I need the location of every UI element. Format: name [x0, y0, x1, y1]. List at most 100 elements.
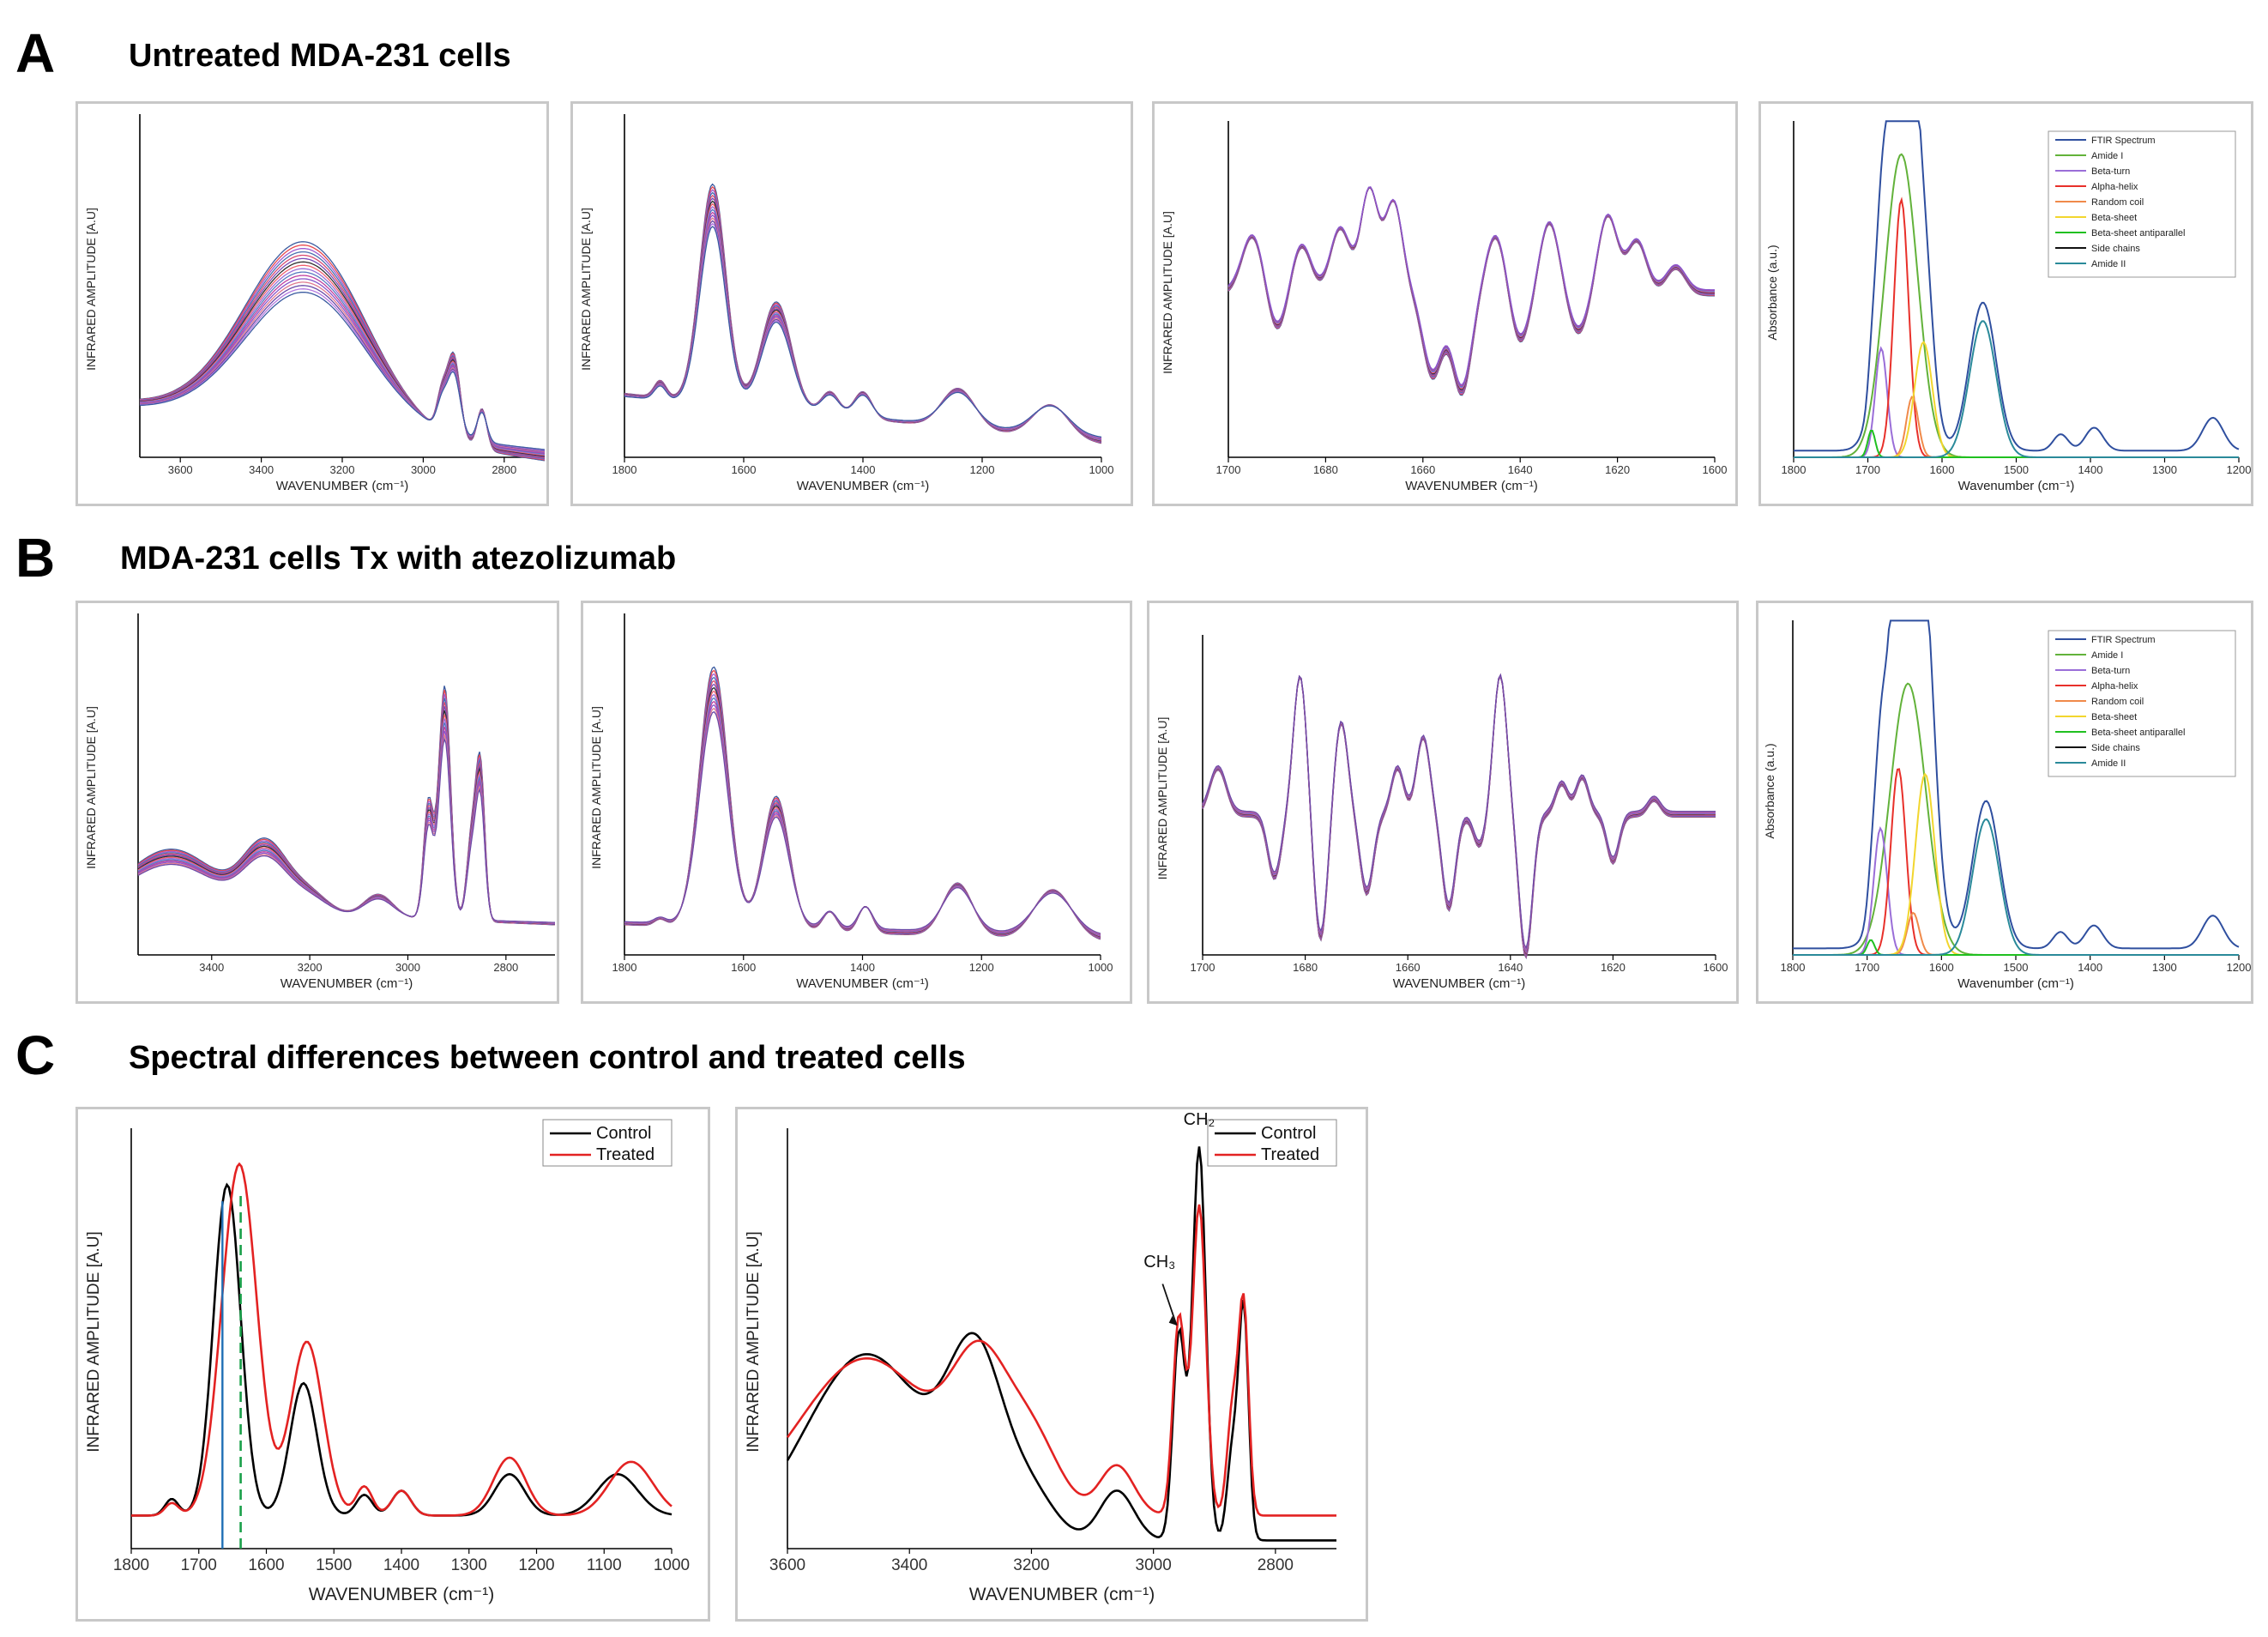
x-tick-label: 1800 [1782, 463, 1807, 476]
x-tick-label: 1100 [587, 1556, 622, 1574]
spectrum-series-4 [137, 698, 556, 925]
band-beta-sheet [1793, 772, 2239, 956]
ch3-annotation: CH₃ [1143, 1253, 1175, 1272]
legend-label: Beta-sheet [2091, 712, 2137, 722]
x-tick-label: 3000 [395, 961, 420, 974]
spectrum-series-6 [624, 683, 1101, 938]
x-tick-label: 1700 [1191, 961, 1215, 974]
spectrum-series-13 [624, 707, 1101, 935]
legend-label: Amide II [2091, 259, 2126, 269]
spectrum-series-16 [624, 226, 1102, 438]
spectrum-series-6 [1227, 186, 1715, 391]
ch2-annotation: CH₂ [1184, 1110, 1215, 1129]
x-tick-label: 3600 [168, 463, 193, 476]
x-tick-label: 1400 [2078, 961, 2102, 974]
y-axis-label: INFRARED AMPLITUDE [A.U] [579, 208, 593, 371]
spectrum-series-1 [624, 666, 1101, 940]
x-axis-label: Wavenumber (cm⁻¹) [1957, 976, 2074, 991]
y-axis-label: Absorbance (a.u.) [1763, 743, 1776, 838]
x-tick-label: 3400 [249, 463, 274, 476]
spectrum-series-6 [137, 706, 556, 925]
section-b-letter: B [15, 527, 56, 589]
spectrum-series-8 [1227, 186, 1715, 390]
legend-label: Beta-sheet antiparallel [2091, 228, 2185, 239]
x-tick-label: 1300 [451, 1556, 487, 1574]
legend-label: Treated [1261, 1145, 1319, 1164]
x-tick-label: 1620 [1605, 463, 1630, 476]
x-tick-label: 3400 [199, 961, 224, 974]
legend-label: Amide I [2091, 151, 2123, 161]
spectrum-series-5 [137, 702, 556, 925]
panel-c2: 3600 3400 3200 3000 2800 WAVENUMBER (cm⁻¹) INF… [735, 1107, 1368, 1622]
spectrum-series-1 [1227, 187, 1715, 396]
panel-a3: 1700 1680 1660 1640 1620 1600 WAVENUMBER (cm⁻¹… [1152, 101, 1738, 506]
y-axis-label: INFRARED AMPLITUDE [A.U] [745, 1231, 763, 1453]
x-tick-label: 1700 [1855, 463, 1880, 476]
x-tick-label: 1600 [1929, 961, 1954, 974]
spectrum-series-2 [1227, 187, 1715, 396]
series-treated [786, 1204, 1336, 1517]
series-control [131, 1182, 673, 1517]
spectrum-series-2 [624, 669, 1101, 939]
spectrum-series-14 [1202, 673, 1716, 950]
band-amide-ii [1793, 818, 2239, 956]
legend-label: Amide II [2091, 758, 2126, 769]
x-tick-label: 1600 [1703, 463, 1728, 476]
legend-label: Beta-turn [2091, 166, 2130, 177]
x-axis-label: WAVENUMBER (cm⁻¹) [1405, 479, 1538, 493]
x-tick-label: 1000 [654, 1556, 690, 1574]
legend-label: Alpha-helix [2091, 681, 2138, 692]
ftir-spectrum-line [1794, 120, 2240, 452]
y-axis-label: INFRARED AMPLITUDE [A.U] [1161, 211, 1174, 374]
x-tick-label: 1200 [2227, 463, 2252, 476]
legend-label: FTIR Spectrum [2091, 635, 2156, 645]
x-tick-label: 1800 [113, 1556, 149, 1574]
spectrum-series-14 [624, 710, 1101, 934]
legend-label: Side chains [2091, 743, 2140, 753]
spectrum-series-5 [624, 680, 1101, 939]
y-axis-label: INFRARED AMPLITUDE [A.U] [85, 1231, 103, 1453]
panel-b3: 1700 1680 1660 1640 1620 1600 WAVENUMBER (cm⁻¹… [1147, 601, 1739, 1004]
x-tick-label: 1600 [1930, 463, 1955, 476]
x-tick-label: 1500 [316, 1556, 352, 1574]
legend-label: Amide I [2091, 650, 2123, 661]
section-c-letter: C [15, 1024, 56, 1086]
spectrum-series-9 [624, 693, 1101, 937]
legend-label: Control [1261, 1124, 1316, 1143]
series-treated [131, 1162, 673, 1517]
x-tick-label: 1640 [1508, 463, 1533, 476]
spectrum-series-1 [1202, 674, 1716, 960]
legend-box [1207, 1119, 1337, 1167]
spectrum-series-3 [624, 673, 1101, 939]
x-tick-label: 1400 [850, 961, 875, 974]
spectrum-series-2 [137, 689, 556, 926]
x-tick-label: 3200 [298, 961, 323, 974]
legend-label: FTIR Spectrum [2091, 136, 2156, 146]
legend-box [542, 1119, 673, 1167]
legend-label: Treated [596, 1145, 654, 1164]
spectrum-series-11 [137, 726, 556, 924]
x-tick-label: 1660 [1410, 463, 1435, 476]
section-a-title: Untreated MDA-231 cells [129, 38, 511, 74]
x-tick-label: 1500 [2004, 463, 2029, 476]
x-tick-label: 1680 [1313, 463, 1338, 476]
x-axis-label: WAVENUMBER (cm⁻¹) [309, 1585, 494, 1604]
x-tick-label: 1300 [2152, 961, 2177, 974]
x-tick-label: 1200 [2227, 961, 2252, 974]
legend-label: Beta-sheet [2091, 213, 2137, 223]
x-tick-label: 1620 [1601, 961, 1626, 974]
x-tick-label: 1800 [1781, 961, 1806, 974]
x-tick-label: 3200 [330, 463, 355, 476]
section-a-letter: A [15, 22, 56, 84]
chart-b3: 1700 1680 1660 1640 1620 1600 WAVENUMBER (cm⁻¹… [1155, 635, 1728, 991]
spectrum-series-3 [137, 693, 556, 926]
x-tick-label: 1600 [1704, 961, 1728, 974]
x-axis-label: Wavenumber (cm⁻¹) [1958, 479, 2075, 493]
ftir-spectrum-line [1793, 619, 2240, 950]
chart-a3: 1700 1680 1660 1640 1620 1600 WAVENUMBER (cm⁻¹… [1161, 121, 1728, 493]
x-tick-label: 1600 [248, 1556, 284, 1574]
band-beta-turn [1794, 346, 2239, 458]
panel-a1: 3600 3400 3200 3000 2800 WAVENUMBER (cm⁻¹) INF… [75, 101, 549, 506]
chart-a1: 3600 3400 3200 3000 2800 WAVENUMBER (cm⁻¹) INF… [84, 114, 546, 493]
x-tick-label: 3400 [891, 1556, 927, 1574]
